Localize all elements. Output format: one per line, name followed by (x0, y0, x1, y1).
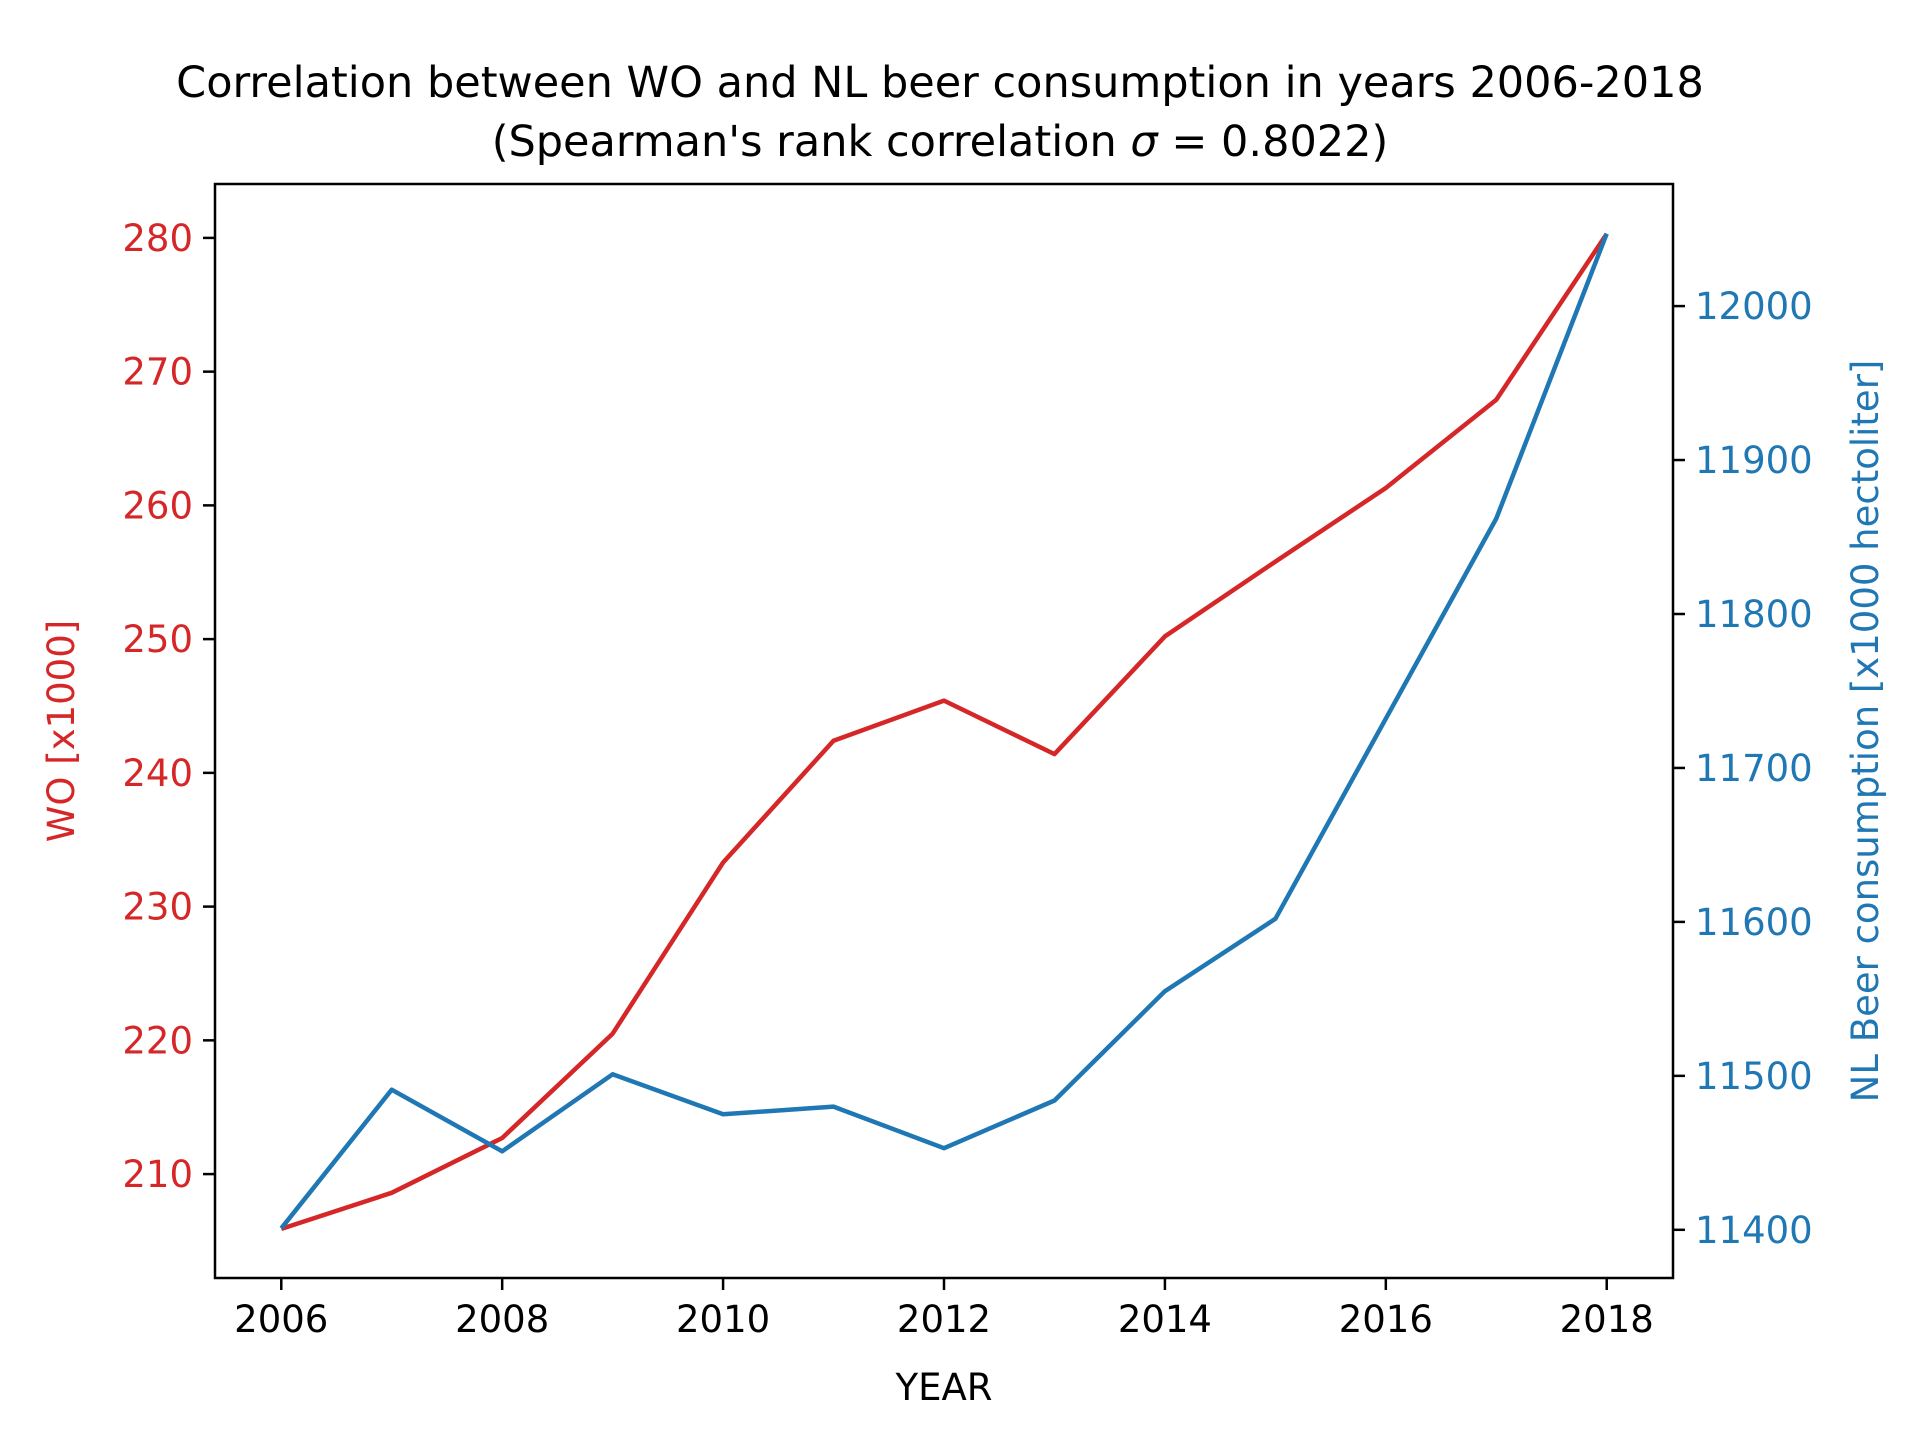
y-right-axis-label: NL Beer consumption [x1000 hectoliter] (1844, 360, 1887, 1103)
y-left-tick-label: 270 (122, 351, 193, 394)
plot-frame (213, 182, 1675, 1280)
chart-title-suffix: = 0.8022) (1158, 117, 1389, 167)
y-left-tick-label: 220 (122, 1019, 193, 1062)
x-tick-label: 2006 (234, 1298, 328, 1341)
series-line-wo (280, 232, 1609, 1232)
y-right-tick-label: 12000 (1695, 285, 1813, 328)
chart-title-prefix: (Spearman's rank correlation (492, 117, 1131, 167)
chart-title-symbol: σ (1130, 117, 1159, 167)
x-tick-label: 2018 (1560, 1298, 1654, 1341)
y-left-tick-label: 240 (122, 752, 193, 795)
plot-area: 2006 2008 2010 2012 2014 2016 2018 210 220 230 240… (122, 217, 1812, 1341)
x-tick-label: 2008 (455, 1298, 549, 1341)
y-left-tick-label: 250 (122, 618, 193, 661)
x-axis-label: YEAR (895, 1366, 993, 1409)
y-left-tick-label: 280 (122, 217, 193, 260)
y-right-tick-label: 11900 (1695, 439, 1813, 482)
chart-title-line2: (Spearman's rank correlation σ = 0.8022) (492, 117, 1389, 167)
x-tick-label: 2016 (1339, 1298, 1433, 1341)
y-left-tick-label: 230 (122, 886, 193, 929)
y-left-tick-label: 210 (122, 1153, 193, 1196)
y-left-axis-label: WO [x1000] (40, 620, 83, 842)
x-tick-label: 2014 (1118, 1298, 1212, 1341)
x-tick-label: 2012 (897, 1298, 991, 1341)
y-right-tick-label: 11400 (1695, 1209, 1813, 1252)
y-right-tick-label: 11600 (1695, 901, 1813, 944)
y-right-tick-label: 11500 (1695, 1055, 1813, 1098)
y-right-tick-label: 11800 (1695, 593, 1813, 636)
y-right-tick-label: 11700 (1695, 747, 1813, 790)
y-left-tick-label: 260 (122, 484, 193, 527)
chart-title-line1: Correlation between WO and NL beer consu… (176, 58, 1704, 108)
x-tick-label: 2010 (676, 1298, 770, 1341)
series-line-nl-beer (279, 232, 1609, 1230)
